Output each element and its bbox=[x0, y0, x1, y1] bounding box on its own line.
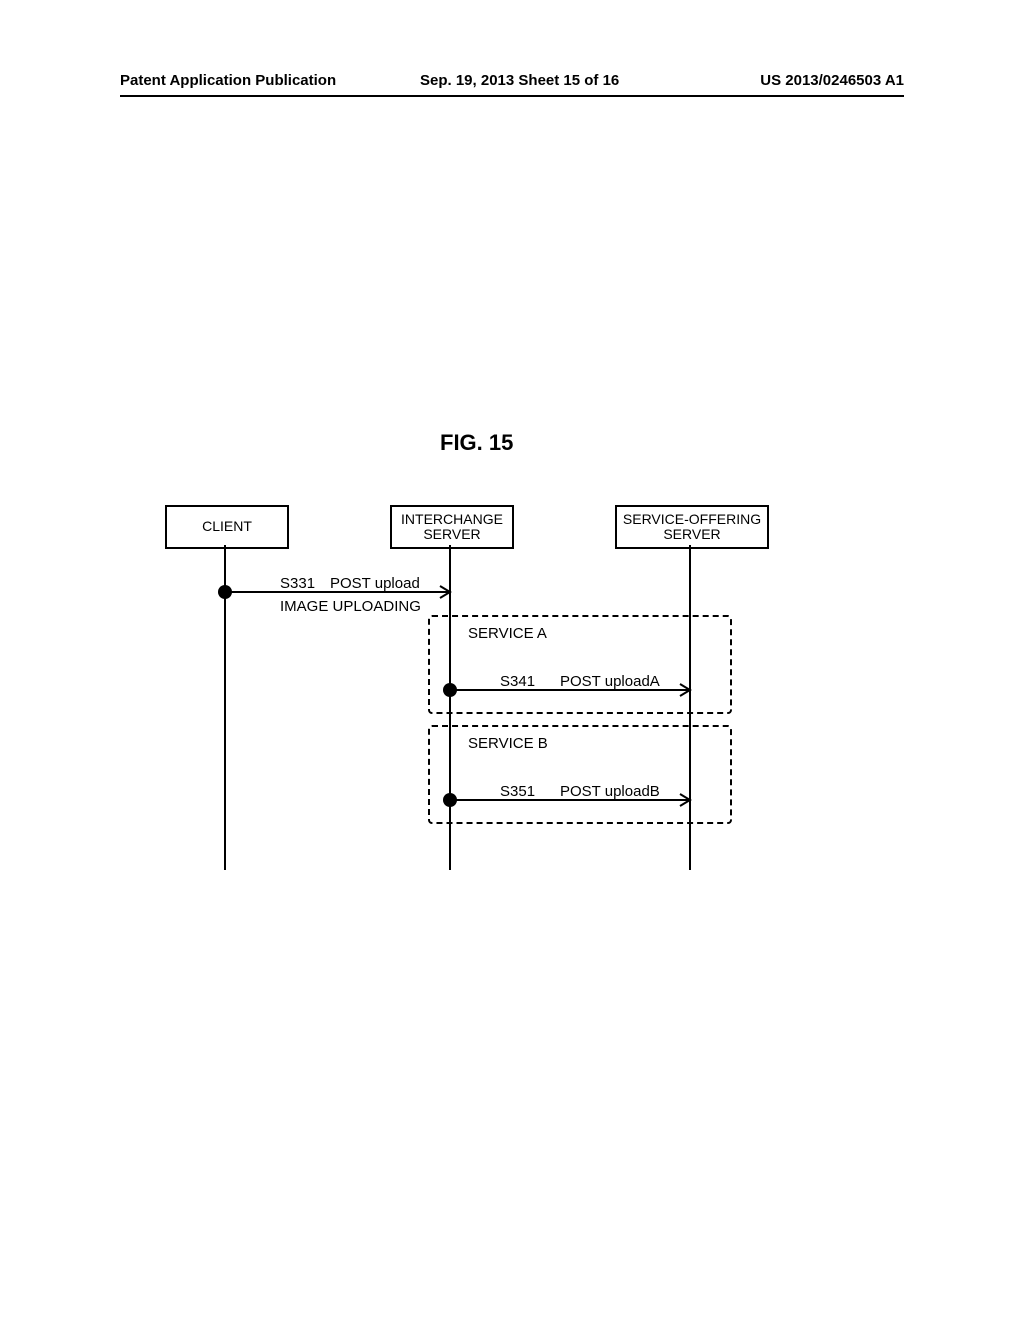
header-right: US 2013/0246503 A1 bbox=[760, 72, 904, 89]
message-sublabel: IMAGE UPLOADING bbox=[280, 598, 421, 615]
message-step: S351 bbox=[500, 783, 535, 800]
message-step: S331 bbox=[280, 575, 315, 592]
message-label: POST uploadB bbox=[560, 783, 660, 800]
header-center: Sep. 19, 2013 Sheet 15 of 16 bbox=[420, 72, 619, 89]
message-label: POST upload bbox=[330, 575, 420, 592]
figure-title: FIG. 15 bbox=[440, 430, 513, 456]
participant-label: SERVER bbox=[423, 527, 480, 542]
participant-interchange: INTERCHANGESERVER bbox=[390, 505, 514, 549]
participant-label: SERVER bbox=[663, 527, 720, 542]
participant-label: CLIENT bbox=[202, 519, 252, 534]
participant-label: INTERCHANGE bbox=[401, 512, 503, 527]
participant-client: CLIENT bbox=[165, 505, 289, 549]
participant-label: SERVICE-OFFERING bbox=[623, 512, 761, 527]
message-label: POST uploadA bbox=[560, 673, 660, 690]
fragment-label: SERVICE A bbox=[468, 625, 547, 642]
header-left: Patent Application Publication bbox=[120, 72, 336, 89]
fragment-label: SERVICE B bbox=[468, 735, 548, 752]
header-rule bbox=[120, 95, 904, 97]
participant-service: SERVICE-OFFERINGSERVER bbox=[615, 505, 769, 549]
message-step: S341 bbox=[500, 673, 535, 690]
